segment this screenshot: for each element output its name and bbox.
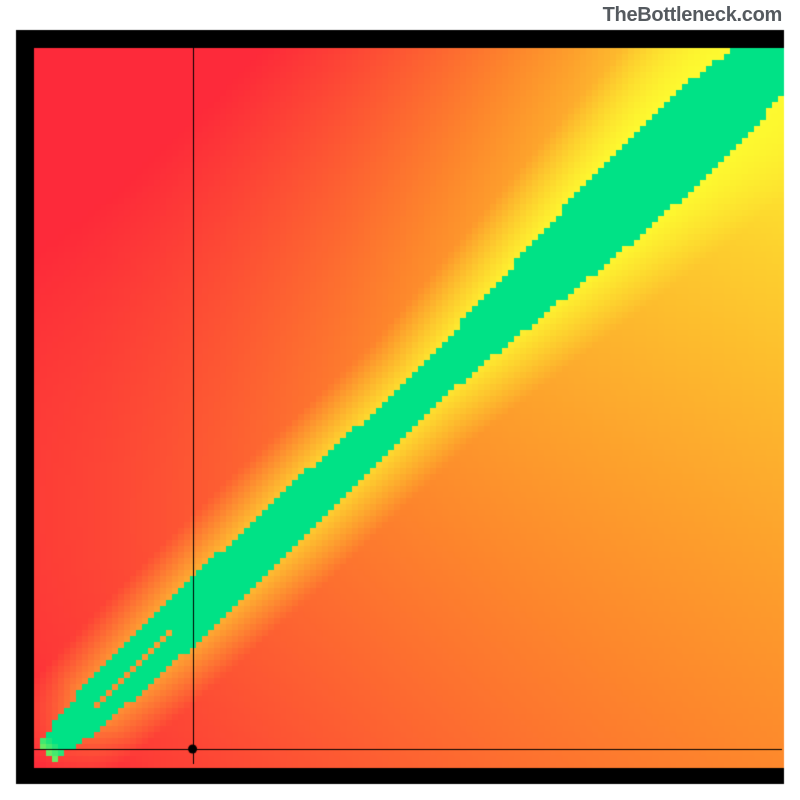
- bottleneck-heatmap-plot: [0, 0, 800, 800]
- attribution-label: TheBottleneck.com: [603, 4, 782, 27]
